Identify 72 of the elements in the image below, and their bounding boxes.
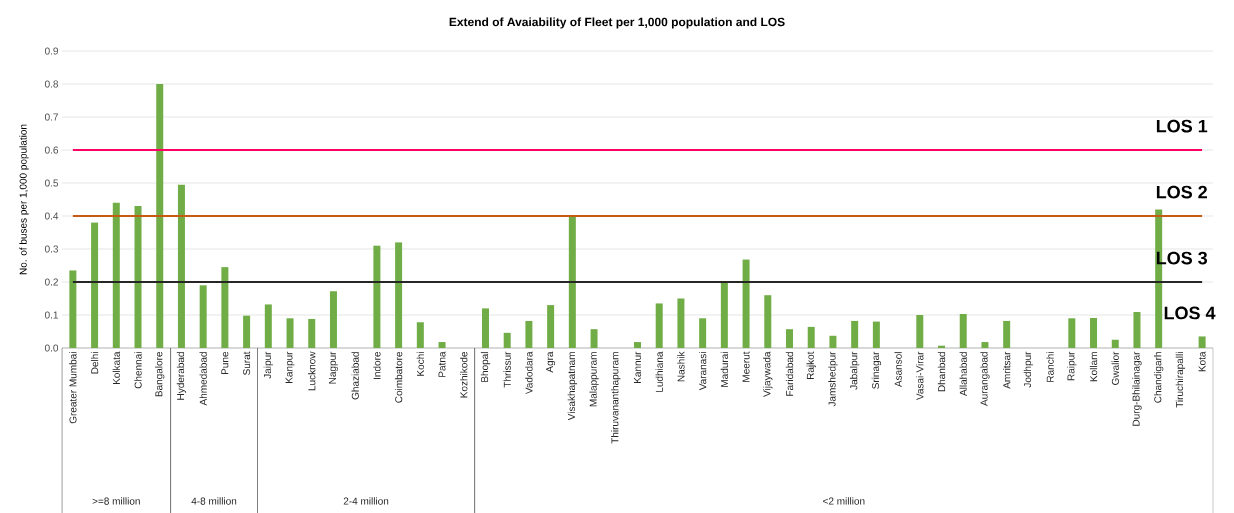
- x-tick-label: Srinagar: [871, 351, 882, 389]
- x-tick-label: Bangalore: [155, 351, 165, 397]
- x-tick-label: Dhanbad: [937, 351, 946, 392]
- text: 4-8 million: [191, 497, 237, 505]
- y-tick-label: 0.6: [44, 146, 59, 154]
- x-tick-label: Jodhpur: [1023, 351, 1034, 388]
- x-tick-label: Visakhapatnam: [567, 352, 577, 421]
- y-axis-title: No. of buses per 1,000 population: [19, 124, 29, 274]
- x-tick-label: Surat: [243, 351, 251, 375]
- x-tick-label: Raipur: [1067, 351, 1077, 380]
- text: >=8 million: [92, 497, 140, 505]
- x-tick-label: Allahabad: [959, 351, 967, 396]
- x-tick-label: Varanasi: [698, 352, 707, 391]
- x-tick-label: Gwalior: [1111, 351, 1119, 385]
- x-tick-label: Ranchi: [1046, 352, 1054, 382]
- ref-line-label: LOS 1: [1156, 119, 1208, 133]
- x-tick-label: Kolkata: [112, 351, 120, 384]
- x-tick-label: Meerut: [742, 351, 750, 382]
- ref-line-label: LOS 2: [1156, 185, 1207, 199]
- x-tick-label: Lucknow: [308, 351, 316, 390]
- x-tick-label: Indore: [373, 351, 381, 379]
- x-tick-label: Vasai-Virar: [916, 351, 924, 400]
- x-tick-label: Amritsar: [1002, 351, 1011, 389]
- y-tick-label: 0.1: [44, 311, 58, 319]
- y-tick-label: 0.2: [44, 278, 58, 286]
- x-tick-label: Nashik: [677, 351, 685, 382]
- x-tick-label: Bhopal: [480, 352, 491, 382]
- x-tick-label: Kannur: [633, 351, 641, 383]
- x-tick-label: Thiruvananthapuram: [611, 352, 621, 444]
- x-tick-label: Malappuram: [589, 352, 599, 407]
- x-tick-label: Chandigarh: [1154, 352, 1164, 403]
- x-tick-label: Coimbatore: [394, 351, 403, 403]
- x-tick-label: Jaipur: [263, 351, 273, 379]
- y-tick-label: 0.7: [44, 113, 58, 121]
- x-tick-label: Thrissur: [503, 351, 511, 388]
- text: <2 million: [823, 497, 865, 505]
- x-tick-label: Jabalpur: [849, 351, 860, 390]
- annotation: LOS 4: [1164, 306, 1216, 320]
- x-tick-label: Ludhiana: [655, 351, 663, 392]
- x-tick-label: Agra: [546, 351, 556, 373]
- x-tick-label: Vijaywada: [763, 351, 773, 397]
- x-tick-label: Rajkot: [806, 351, 816, 379]
- x-tick-label: Kochi: [416, 352, 424, 376]
- x-tick-label: Kozhikode: [460, 351, 468, 398]
- y-tick-label: 0.0: [44, 344, 59, 352]
- x-tick-label: Delhi: [90, 352, 99, 374]
- x-tick-label: Faridabad: [785, 351, 794, 396]
- x-tick-label: Madurai: [720, 352, 729, 387]
- x-tick-label: Chennai: [134, 352, 142, 389]
- y-tick-label: 0.5: [44, 179, 59, 187]
- x-tick-label: Ahmedabad: [199, 351, 207, 406]
- x-tick-label: Durg-Bhilainagar: [1132, 351, 1142, 426]
- y-tick-label: 0.3: [44, 245, 59, 253]
- x-tick-label: Asansol: [894, 352, 902, 387]
- x-tick-label: Tiruchirapalli: [1175, 352, 1186, 408]
- chart-title: Extend of Avaiability of Fleet per 1,000 population and LOS: [449, 17, 785, 29]
- x-tick-label: Kollam: [1089, 352, 1098, 382]
- x-tick-label: Aurangabad: [980, 351, 990, 406]
- x-tick-label: Kanpur: [285, 351, 295, 383]
- y-tick-label: 0.4: [44, 212, 59, 220]
- text: 2-4 million: [343, 497, 389, 505]
- x-tick-label: Nagpur: [328, 351, 338, 384]
- x-tick-label: Hyderabad: [176, 351, 187, 400]
- y-tick-label: 0.8: [44, 80, 59, 88]
- y-tick-label: 0.9: [44, 47, 59, 55]
- x-tick-label: Ghaziabad: [351, 351, 359, 400]
- x-tick-label: Jamshedpur: [828, 351, 838, 407]
- x-tick-label: Pune: [221, 351, 229, 374]
- x-tick-label: Greater Mumbai: [69, 352, 77, 424]
- x-tick-label: Patna: [438, 351, 446, 377]
- x-tick-label: Kota: [1198, 351, 1206, 372]
- x-tick-label: Vadodara: [525, 351, 533, 394]
